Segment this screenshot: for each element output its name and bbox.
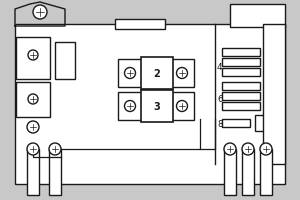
Circle shape xyxy=(49,143,61,155)
Circle shape xyxy=(28,95,38,104)
Bar xyxy=(141,58,173,90)
Bar xyxy=(118,60,194,88)
Bar xyxy=(49,149,61,195)
Text: 3: 3 xyxy=(154,101,160,111)
Bar xyxy=(15,25,285,184)
Circle shape xyxy=(27,121,39,133)
Circle shape xyxy=(224,143,236,155)
Circle shape xyxy=(33,6,47,20)
Bar xyxy=(260,149,272,195)
Bar xyxy=(16,83,50,117)
Bar xyxy=(222,83,260,91)
Text: 4: 4 xyxy=(217,63,223,72)
Text: 6: 6 xyxy=(217,95,223,104)
Bar xyxy=(230,5,285,28)
Bar xyxy=(27,149,39,195)
Bar xyxy=(55,43,75,80)
Circle shape xyxy=(176,68,188,79)
Circle shape xyxy=(124,101,136,112)
Bar xyxy=(141,91,173,122)
Circle shape xyxy=(260,143,272,155)
Bar xyxy=(222,69,260,77)
Circle shape xyxy=(27,143,39,155)
Bar xyxy=(263,25,285,164)
Bar xyxy=(222,102,260,110)
Circle shape xyxy=(242,143,254,155)
Bar xyxy=(222,59,260,67)
Bar xyxy=(242,149,254,195)
Bar xyxy=(115,20,165,30)
Bar xyxy=(255,115,273,131)
Bar xyxy=(222,93,260,100)
Bar xyxy=(16,38,50,80)
Circle shape xyxy=(28,51,38,61)
Circle shape xyxy=(124,68,136,79)
Bar xyxy=(118,93,194,120)
Bar xyxy=(222,49,260,57)
Text: 2: 2 xyxy=(154,69,160,79)
Circle shape xyxy=(176,101,188,112)
Text: 8: 8 xyxy=(217,120,223,129)
Bar xyxy=(224,149,236,195)
Bar xyxy=(222,119,250,127)
